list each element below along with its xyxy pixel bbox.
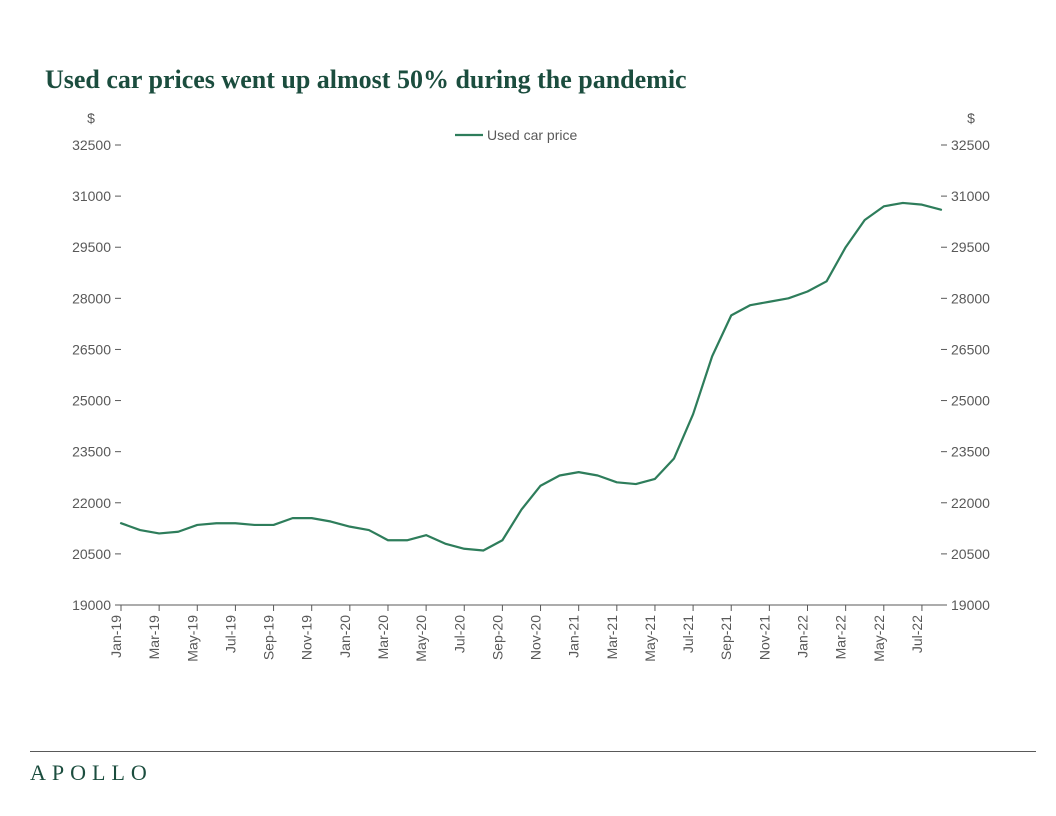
xtick-label: Mar-21 bbox=[604, 615, 620, 660]
y-unit-right: $ bbox=[967, 110, 975, 126]
xtick-label: Jul-20 bbox=[451, 615, 467, 653]
ytick-label: 28000 bbox=[72, 290, 111, 306]
ytick-label: 25000 bbox=[72, 393, 111, 409]
xtick-label: Nov-20 bbox=[528, 615, 544, 660]
ytick-label: 25000 bbox=[951, 393, 990, 409]
chart-title: Used car prices went up almost 50% durin… bbox=[45, 65, 1026, 95]
xtick-label: Jan-19 bbox=[108, 615, 124, 658]
xtick-label: Jul-22 bbox=[909, 615, 925, 653]
ytick-label: 23500 bbox=[72, 444, 111, 460]
xtick-label: Jan-22 bbox=[795, 615, 811, 658]
ytick-label: 31000 bbox=[951, 188, 990, 204]
ytick-label: 29500 bbox=[951, 239, 990, 255]
xtick-label: Sep-21 bbox=[718, 615, 734, 660]
ytick-label: 32500 bbox=[72, 137, 111, 153]
xtick-label: Sep-19 bbox=[261, 615, 277, 660]
xtick-label: May-22 bbox=[871, 615, 887, 662]
ytick-label: 19000 bbox=[72, 597, 111, 613]
line-chart-svg: $ $19000 19000 20500 20500 22000 22000 23500 235… bbox=[45, 105, 1005, 685]
xtick-label: May-20 bbox=[413, 615, 429, 662]
page: Used car prices went up almost 50% durin… bbox=[0, 0, 1056, 816]
ytick-label: 31000 bbox=[72, 188, 111, 204]
ytick-label: 23500 bbox=[951, 444, 990, 460]
xtick-label: Nov-19 bbox=[299, 615, 315, 660]
footer: APOLLO bbox=[30, 751, 1036, 786]
ytick-label: 26500 bbox=[72, 341, 111, 357]
footer-rule bbox=[30, 751, 1036, 752]
legend-label: Used car price bbox=[487, 127, 577, 143]
xtick-label: May-21 bbox=[642, 615, 658, 662]
xtick-label: Nov-21 bbox=[756, 615, 772, 660]
xtick-label: Jul-21 bbox=[680, 615, 696, 653]
series-line bbox=[121, 203, 941, 551]
xtick-label: Mar-19 bbox=[146, 615, 162, 660]
xtick-label: Sep-20 bbox=[489, 615, 505, 660]
ytick-label: 22000 bbox=[951, 495, 990, 511]
ytick-label: 22000 bbox=[72, 495, 111, 511]
ytick-label: 20500 bbox=[72, 546, 111, 562]
xtick-label: Mar-20 bbox=[375, 615, 391, 660]
y-unit-left: $ bbox=[87, 110, 95, 126]
ytick-label: 28000 bbox=[951, 290, 990, 306]
ytick-label: 32500 bbox=[951, 137, 990, 153]
ytick-label: 26500 bbox=[951, 341, 990, 357]
xtick-label: Jan-20 bbox=[337, 615, 353, 658]
ytick-label: 29500 bbox=[72, 239, 111, 255]
xtick-label: Jan-21 bbox=[566, 615, 582, 658]
xtick-label: Jul-19 bbox=[222, 615, 238, 653]
chart-area: $ $19000 19000 20500 20500 22000 22000 23500 235… bbox=[45, 105, 1026, 690]
xtick-label: Mar-22 bbox=[833, 615, 849, 660]
ytick-label: 20500 bbox=[951, 546, 990, 562]
xtick-label: May-19 bbox=[184, 615, 200, 662]
ytick-label: 19000 bbox=[951, 597, 990, 613]
brand-logo: APOLLO bbox=[30, 760, 1036, 786]
